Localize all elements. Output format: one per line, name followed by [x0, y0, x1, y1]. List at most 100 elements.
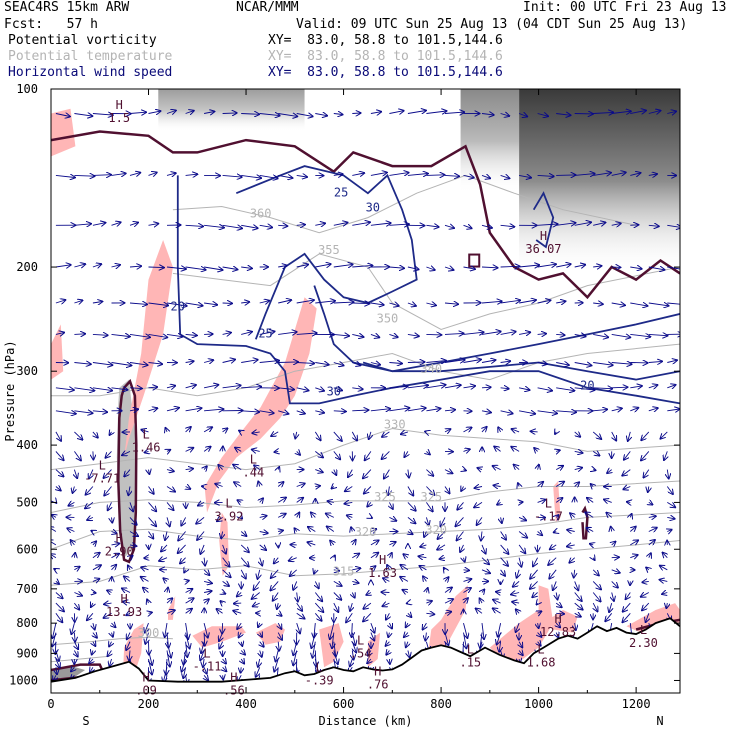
- wind-vector: [593, 388, 612, 389]
- wind-vector: [259, 114, 280, 116]
- y-tick-label: 900: [16, 646, 38, 660]
- wind-vector: [92, 264, 101, 267]
- wind-vector: [407, 385, 428, 388]
- wind-vector: [218, 465, 222, 470]
- wind-vector: [148, 387, 158, 388]
- extremum-letter: H: [554, 612, 561, 626]
- wind-vector: [667, 225, 680, 227]
- wind-vector: [289, 558, 297, 561]
- wind-vector: [382, 431, 390, 437]
- wind-vector: [389, 502, 392, 509]
- wind-vector: [56, 581, 59, 584]
- wind-vector: [664, 451, 667, 460]
- wind-vector: [55, 602, 64, 611]
- extremum-value: 12.83: [540, 625, 576, 639]
- wind-vector: [482, 590, 484, 593]
- wind-vector: [586, 528, 594, 532]
- wind-vector: [537, 114, 548, 117]
- wind-vector: [370, 303, 384, 305]
- wind-vector: [500, 300, 520, 303]
- wind-vector: [112, 517, 113, 522]
- negative-pv-region: [51, 108, 76, 157]
- wind-vector: [123, 602, 131, 604]
- wind-vector: [204, 675, 208, 680]
- wind-vector: [148, 267, 164, 268]
- extremum-value: -.17: [534, 510, 563, 524]
- wind-vector: [500, 411, 513, 414]
- wind-vector: [630, 527, 636, 532]
- wind-vector: [444, 303, 458, 304]
- wind-vector: [290, 569, 298, 576]
- wind-vector: [252, 450, 260, 452]
- wind-vector: [126, 641, 130, 650]
- wind-vector: [204, 591, 212, 593]
- wind-vector: [186, 427, 191, 432]
- wind-vector: [630, 303, 647, 306]
- wind-vector: [163, 578, 167, 581]
- terrain-mask: [51, 618, 680, 693]
- theta-contour-label: 325: [420, 490, 442, 504]
- wind-vector: [519, 300, 536, 303]
- wind-vector: [538, 532, 543, 536]
- wind-vector: [241, 225, 257, 228]
- wind-vector: [93, 642, 96, 646]
- wind-vector: [352, 173, 364, 175]
- wind-vector: [186, 623, 189, 639]
- wind-vector: [258, 569, 260, 579]
- wind-vector: [352, 222, 370, 225]
- extremum-value: .76: [367, 677, 389, 691]
- theta-contour: [51, 512, 680, 550]
- wind-vector: [481, 175, 490, 178]
- wind-vector: [180, 557, 186, 564]
- wind-vector: [556, 603, 562, 607]
- wind-vector: [74, 114, 92, 117]
- wind-vector: [315, 486, 320, 487]
- wind-vector: [371, 566, 376, 570]
- wind-vector: [590, 544, 593, 545]
- wind-vector: [463, 622, 468, 638]
- wind-vector: [389, 267, 404, 268]
- wind-vector: [241, 642, 242, 646]
- wind-vector: [204, 409, 223, 411]
- wind-vector: [295, 528, 297, 531]
- wind-vector: [407, 408, 426, 411]
- wind-vector: [630, 555, 637, 558]
- wind-vector: [166, 173, 176, 175]
- wind-vector: [593, 303, 603, 304]
- wind-vector: [219, 632, 223, 641]
- wind-vector: [624, 451, 631, 459]
- wind-vector: [426, 469, 433, 476]
- wind-vector: [241, 517, 242, 518]
- wind-vector: [126, 613, 130, 615]
- wind-vector: [108, 502, 112, 510]
- wind-vector: [352, 334, 363, 337]
- wind-vector: [166, 641, 171, 658]
- wind-vector: [222, 333, 231, 335]
- wind-vector: [333, 334, 349, 336]
- y-tick-label: 400: [16, 438, 38, 452]
- wind-vector: [519, 175, 531, 177]
- wind-vector: [111, 334, 130, 336]
- theta-contour-label: 300: [138, 626, 160, 640]
- wind-vector: [649, 553, 651, 557]
- wind-vector: [648, 267, 665, 270]
- extremum-letter: H: [374, 664, 381, 678]
- wind-vector: [234, 482, 242, 486]
- wind-vector: [85, 502, 94, 508]
- wind-vector: [185, 609, 192, 614]
- wind-vector: [203, 447, 211, 452]
- wind-vector: [278, 362, 298, 363]
- wind-vector: [167, 598, 172, 603]
- wind-vector: [278, 467, 279, 470]
- x-tick-label: 800: [430, 697, 452, 711]
- wind-vector: [149, 650, 153, 665]
- field-pv-name: Potential vorticity: [8, 33, 157, 48]
- terrain-line: [51, 617, 680, 683]
- wind-contour-label: 30: [366, 200, 380, 214]
- wind-vector: [124, 469, 131, 477]
- wind-vector: [74, 641, 78, 649]
- wind-vector: [350, 602, 352, 611]
- wind-vector: [222, 385, 241, 387]
- negative-pv-region: [124, 240, 173, 458]
- wind-vector: [56, 667, 57, 674]
